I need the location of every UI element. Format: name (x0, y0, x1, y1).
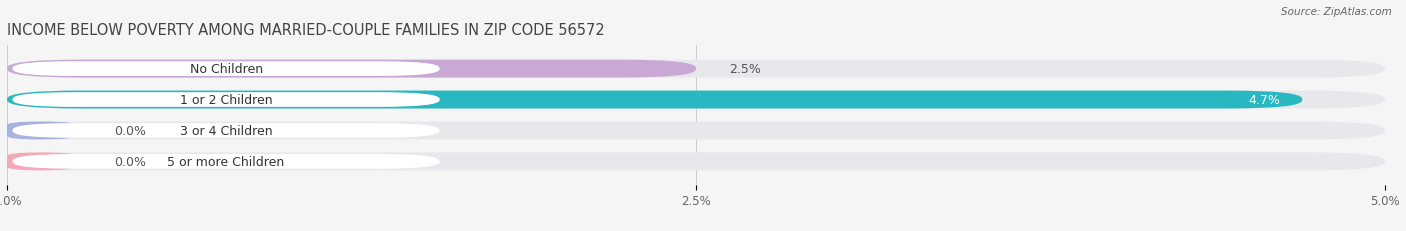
FancyBboxPatch shape (7, 153, 1385, 171)
FancyBboxPatch shape (7, 122, 76, 140)
FancyBboxPatch shape (13, 62, 440, 77)
FancyBboxPatch shape (13, 154, 440, 169)
Text: 0.0%: 0.0% (114, 125, 146, 137)
Text: No Children: No Children (190, 63, 263, 76)
Text: 3 or 4 Children: 3 or 4 Children (180, 125, 273, 137)
Text: 2.5%: 2.5% (730, 63, 761, 76)
FancyBboxPatch shape (7, 122, 1385, 140)
Text: 5 or more Children: 5 or more Children (167, 155, 285, 168)
FancyBboxPatch shape (7, 153, 76, 171)
FancyBboxPatch shape (7, 60, 696, 78)
Text: INCOME BELOW POVERTY AMONG MARRIED-COUPLE FAMILIES IN ZIP CODE 56572: INCOME BELOW POVERTY AMONG MARRIED-COUPL… (7, 23, 605, 38)
Text: Source: ZipAtlas.com: Source: ZipAtlas.com (1281, 7, 1392, 17)
Text: 4.7%: 4.7% (1249, 94, 1281, 106)
FancyBboxPatch shape (13, 124, 440, 138)
FancyBboxPatch shape (7, 60, 1385, 78)
Text: 0.0%: 0.0% (114, 155, 146, 168)
FancyBboxPatch shape (7, 91, 1302, 109)
Text: 1 or 2 Children: 1 or 2 Children (180, 94, 273, 106)
FancyBboxPatch shape (7, 91, 1385, 109)
FancyBboxPatch shape (13, 93, 440, 107)
